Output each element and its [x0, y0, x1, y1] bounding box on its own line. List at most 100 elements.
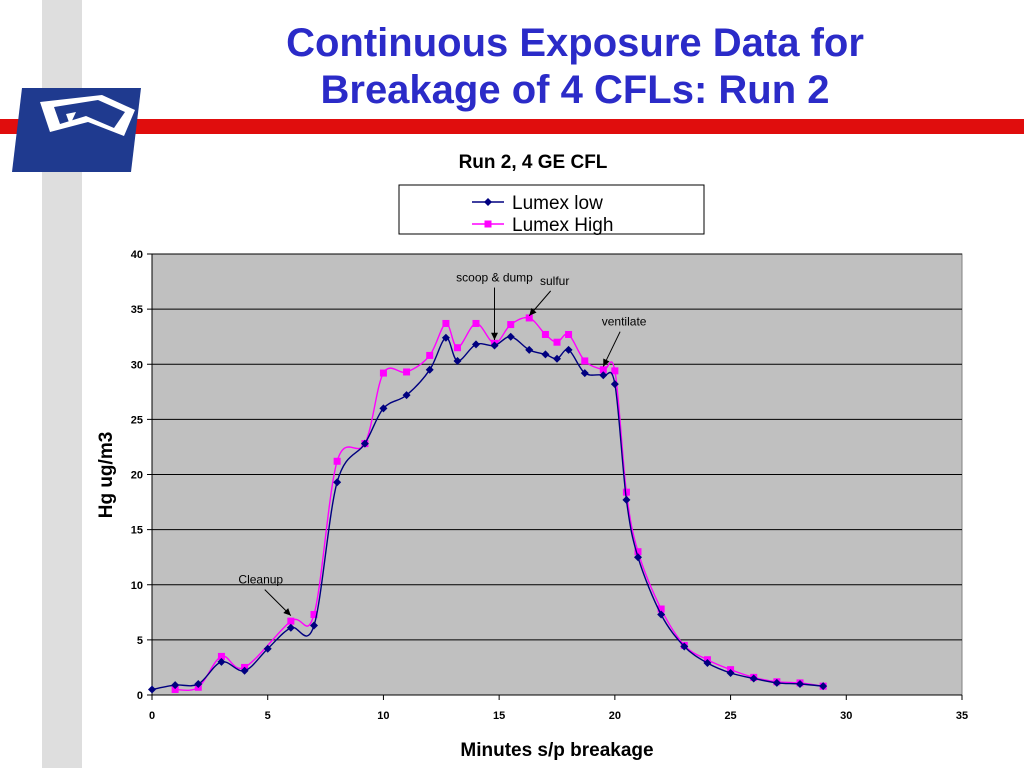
series-layer: [148, 314, 828, 694]
data-point: [426, 351, 434, 359]
data-point: [541, 350, 550, 359]
x-tick-label: 35: [956, 710, 968, 722]
data-point: [580, 369, 589, 378]
x-tick-label: 5: [265, 710, 271, 722]
x-tick-label: 30: [840, 710, 852, 722]
y-tick-label: 30: [131, 359, 143, 371]
data-point: [379, 404, 388, 413]
data-point: [564, 345, 573, 354]
chart-title: Run 2, 4 GE CFL: [459, 152, 608, 173]
data-point: [525, 314, 533, 322]
annotation-layer: scoop & dump sulfur ventilate Cleanup: [238, 271, 647, 616]
data-point: [472, 319, 480, 327]
annotation-arrowhead: [529, 308, 537, 316]
data-point: [310, 621, 318, 630]
annotation-label: Cleanup: [238, 573, 283, 587]
slide-title: Continuous Exposure Data for Breakage of…: [160, 20, 990, 114]
data-point: [565, 330, 573, 338]
data-point: [453, 356, 462, 365]
data-point: [240, 666, 249, 675]
data-point: [379, 369, 387, 377]
data-point: [525, 345, 534, 354]
legend-swatch-marker: [484, 198, 492, 206]
data-point: [611, 367, 619, 375]
annotation-arrowhead: [491, 332, 498, 340]
annotation-arrowhead: [283, 608, 291, 616]
data-point: [333, 478, 342, 487]
data-point: [680, 642, 689, 651]
y-axis-label: Hg ug/m3: [96, 432, 117, 519]
annotation: sulfur: [528, 274, 569, 317]
y-tick-label: 10: [131, 580, 143, 592]
data-point: [610, 380, 619, 389]
x-axis-label: Minutes s/p breakage: [460, 740, 653, 761]
data-point: [541, 330, 549, 338]
y-tick-label: 0: [137, 690, 143, 702]
data-point: [726, 668, 735, 677]
legend-box: [398, 184, 705, 235]
annotation: scoop & dump: [456, 271, 533, 340]
y-tick-label: 5: [137, 635, 143, 647]
data-point: [553, 354, 561, 363]
gridlines: [152, 253, 962, 641]
data-point: [425, 365, 434, 374]
data-point: [634, 553, 642, 562]
data-point: [657, 605, 665, 613]
data-point: [490, 341, 499, 350]
annotation: Cleanup: [238, 573, 292, 616]
data-point: [217, 652, 225, 660]
data-point: [657, 610, 666, 619]
data-point: [622, 488, 630, 496]
data-point: [148, 685, 156, 694]
annotation: ventilate: [602, 315, 647, 367]
x-axis-ticks: 0 5 10 15 20 25 30 35: [149, 695, 968, 722]
annotation-label: ventilate: [602, 315, 647, 329]
legend-swatch-marker: [484, 220, 492, 228]
data-point: [403, 368, 411, 376]
slide-title-line-2: Breakage of 4 CFLs: Run 2: [320, 68, 830, 112]
x-tick-label: 20: [609, 710, 621, 722]
y-tick-label: 40: [131, 249, 143, 261]
data-point: [194, 679, 203, 688]
y-tick-label: 35: [131, 304, 143, 316]
annotation-label: scoop & dump: [456, 271, 533, 285]
data-point: [310, 611, 318, 619]
data-point: [442, 319, 450, 327]
data-point: [333, 457, 341, 465]
annotation-label: sulfur: [540, 274, 569, 288]
data-point: [796, 679, 804, 688]
data-point: [772, 678, 781, 687]
annotation-arrowhead: [603, 358, 610, 367]
y-tick-label: 20: [131, 470, 143, 482]
data-point: [506, 332, 515, 341]
data-point: [749, 674, 758, 683]
data-point: [472, 340, 480, 349]
data-point: [217, 657, 226, 666]
legend-entry-label: Lumex low: [512, 193, 603, 214]
data-point: [553, 338, 561, 346]
red-header-bar: [0, 119, 1024, 134]
series-1: [148, 332, 828, 694]
y-axis-ticks: 0 5 10 15 20 25 30 35 40: [131, 249, 152, 702]
x-tick-label: 15: [493, 710, 505, 722]
legend-entry-label: Lumex High: [512, 215, 613, 236]
data-point: [360, 439, 369, 448]
data-point: [634, 548, 642, 556]
data-point: [171, 685, 179, 693]
data-point: [287, 617, 295, 625]
data-point: [286, 623, 295, 632]
data-point: [453, 344, 461, 352]
data-point: [599, 366, 607, 374]
data-point: [402, 391, 411, 400]
x-tick-label: 10: [377, 710, 389, 722]
eagle-logo-icon: [12, 88, 141, 172]
data-point: [622, 495, 631, 504]
slide-title-line-1: Continuous Exposure Data for: [286, 21, 864, 65]
data-point: [263, 644, 272, 653]
data-point: [581, 357, 589, 365]
data-point: [703, 659, 712, 668]
data-point: [599, 371, 608, 380]
